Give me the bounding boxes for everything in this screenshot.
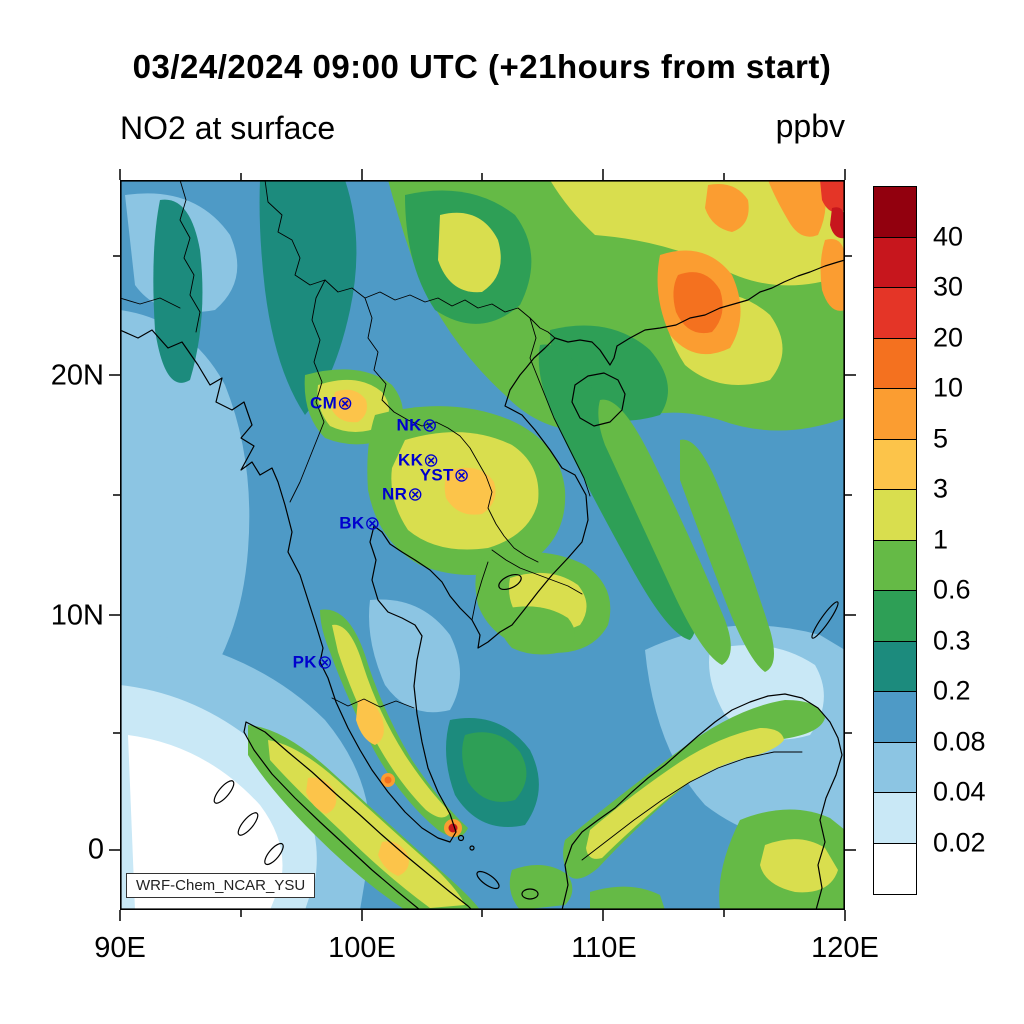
lake-tonle-sap bbox=[498, 573, 522, 591]
colorbar-label: 20 bbox=[933, 322, 964, 352]
xtick-label-110e: 110E bbox=[571, 932, 637, 964]
border-layer bbox=[120, 180, 803, 861]
colorbar-swatch bbox=[874, 338, 916, 389]
colorbar-label: 0.08 bbox=[933, 726, 986, 756]
ytick-label-20n: 20N bbox=[50, 359, 104, 392]
colorbar-swatch bbox=[874, 843, 916, 894]
coastline-mainland bbox=[120, 259, 845, 843]
colorbar-label: 10 bbox=[933, 372, 964, 403]
map-frame bbox=[120, 180, 846, 911]
island-west-sumatra-2 bbox=[237, 812, 259, 836]
island-belitung bbox=[521, 888, 539, 900]
colorbar-label: 0.04 bbox=[933, 776, 986, 807]
colorbar-label: 3 bbox=[933, 473, 949, 504]
map-panel: CM⊗ NK⊗ KK⊗ YST⊗ NR⊗ BK⊗ PK⊗ WRF-Chem_NCAR_YSU bbox=[109, 169, 856, 921]
xtick-label-90e: 90E bbox=[94, 932, 146, 964]
coastline-borneo bbox=[561, 693, 843, 910]
colorbar-swatch bbox=[874, 439, 916, 490]
figure-title: 03/24/2024 09:00 UTC (+21hours from star… bbox=[132, 48, 832, 85]
colorbar-label: 0.2 bbox=[933, 675, 971, 706]
ytick-label-0: 0 bbox=[87, 833, 104, 866]
island-bangka bbox=[476, 870, 500, 890]
colorbar-label: 30 bbox=[933, 271, 964, 302]
coastline-sumatra bbox=[243, 721, 473, 910]
island-riau-1 bbox=[457, 834, 465, 842]
ytick-label-10n: 10N bbox=[50, 599, 104, 632]
colorbar-label: 0.02 bbox=[933, 827, 986, 857]
xtick-label-120e: 120E bbox=[811, 932, 879, 964]
colorbar-swatch bbox=[874, 641, 916, 692]
colorbar-label: 0.3 bbox=[933, 625, 971, 655]
coastline-layer bbox=[120, 259, 845, 910]
colorbar: 40 30 20 10 5 3 1 0.6 0.3 0.2 0.08 0.04 0.02 bbox=[873, 186, 1023, 895]
colorbar-swatch bbox=[874, 288, 916, 339]
colorbar-swatch bbox=[874, 187, 916, 238]
island-west-sumatra-3 bbox=[264, 842, 284, 866]
colorbar-swatch bbox=[874, 490, 916, 541]
colorbar-swatch bbox=[874, 793, 916, 844]
colorbar-label: 40 bbox=[933, 221, 964, 251]
island-riau-2 bbox=[469, 845, 475, 851]
colorbar-swatch bbox=[874, 591, 916, 642]
colorbar-swatches bbox=[873, 186, 917, 895]
map-canvas bbox=[109, 169, 856, 921]
colorbar-label: 0.6 bbox=[933, 574, 971, 605]
island-west-sumatra-1 bbox=[213, 780, 235, 804]
axis-tick-marks bbox=[109, 169, 856, 921]
island-palawan bbox=[811, 601, 839, 639]
colorbar-swatch bbox=[874, 540, 916, 591]
colorbar-labels: 40 30 20 10 5 3 1 0.6 0.3 0.2 0.08 0.04 0.02 bbox=[933, 186, 1023, 895]
colorbar-label: 5 bbox=[933, 423, 949, 453]
colorbar-swatch bbox=[874, 237, 916, 288]
colorbar-label: 1 bbox=[933, 524, 949, 554]
variable-label: NO2 at surface bbox=[120, 110, 336, 146]
xtick-label-100e: 100E bbox=[328, 932, 396, 964]
units-label: ppbv bbox=[775, 108, 845, 144]
model-watermark: WRF-Chem_NCAR_YSU bbox=[126, 873, 316, 898]
island-hainan bbox=[571, 372, 626, 427]
colorbar-swatch bbox=[874, 389, 916, 440]
colorbar-swatch bbox=[874, 742, 916, 793]
contour-fill-layer bbox=[120, 180, 845, 910]
colorbar-swatch bbox=[874, 692, 916, 743]
